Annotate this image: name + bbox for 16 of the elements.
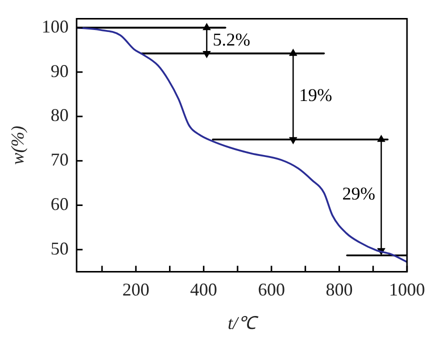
y-axis-title: w(%) xyxy=(8,126,28,165)
y-tick-label: 50 xyxy=(50,238,69,258)
x-tick-label: 200 xyxy=(122,279,150,300)
x-tick-label: 600 xyxy=(258,279,285,300)
x-tick-label: 800 xyxy=(326,279,353,300)
annotation: 5.2% xyxy=(212,29,250,50)
x-axis-title: t/℃ xyxy=(228,312,259,333)
y-tick-label: 60 xyxy=(50,194,69,214)
y-tick-label: 90 xyxy=(50,60,69,81)
x-tick-label: 400 xyxy=(190,279,218,300)
x-tick-label: 1000 xyxy=(389,279,425,300)
y-tick-label: 100 xyxy=(42,16,69,36)
annotation: 19% xyxy=(299,85,332,106)
annotation: 29% xyxy=(342,184,376,204)
y-tick-label: 70 xyxy=(50,150,69,170)
y-tick-label: 80 xyxy=(50,105,69,126)
